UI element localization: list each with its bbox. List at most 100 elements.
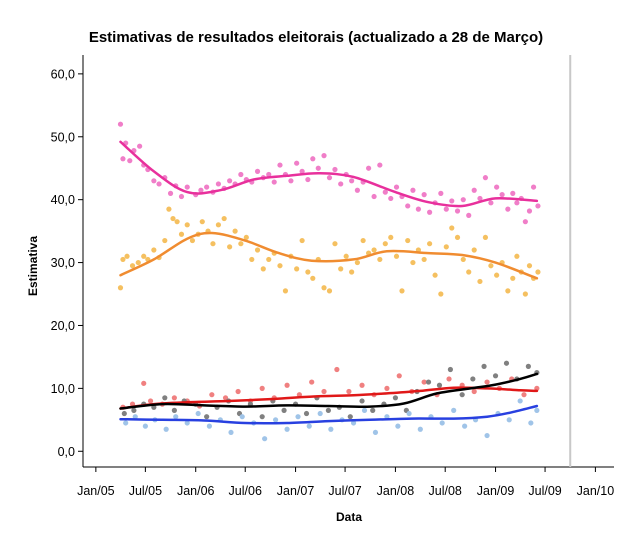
- data-point: [534, 407, 540, 413]
- data-point: [321, 153, 327, 159]
- x-tick-label: Jul/06: [229, 484, 262, 498]
- data-point: [288, 178, 294, 184]
- data-point: [454, 208, 461, 214]
- data-point: [526, 263, 533, 269]
- data-point: [388, 195, 394, 202]
- data-point: [121, 410, 127, 417]
- data-point: [366, 165, 372, 171]
- data-point: [446, 376, 452, 382]
- data-point: [163, 426, 169, 432]
- x-tick-label: Jan/05: [77, 484, 115, 498]
- x-tick-label: Jan/08: [377, 484, 415, 498]
- data-point: [410, 187, 416, 193]
- data-point: [484, 432, 490, 439]
- data-point: [371, 247, 377, 253]
- data-point: [460, 256, 466, 263]
- data-point: [321, 285, 327, 291]
- data-point: [243, 234, 249, 241]
- data-point: [392, 395, 399, 401]
- data-point: [266, 256, 272, 263]
- data-point: [338, 181, 344, 187]
- data-point: [371, 193, 377, 200]
- trend-line: [119, 140, 539, 208]
- data-point: [421, 192, 427, 198]
- data-point: [221, 215, 227, 222]
- data-point: [299, 168, 305, 174]
- data-point: [332, 166, 338, 173]
- data-point: [492, 373, 499, 379]
- data-point: [299, 237, 305, 244]
- data-point: [272, 417, 279, 423]
- data-point: [482, 234, 489, 241]
- data-point: [147, 398, 154, 404]
- data-point: [162, 237, 168, 244]
- data-point: [438, 291, 444, 297]
- data-point: [481, 363, 487, 369]
- data-point: [417, 426, 423, 432]
- data-point: [377, 162, 383, 168]
- data-point: [451, 407, 457, 413]
- data-point: [326, 288, 333, 294]
- data-point: [141, 380, 147, 386]
- data-point: [325, 407, 331, 413]
- data-point: [227, 244, 233, 250]
- trend-line: [119, 386, 539, 410]
- data-point: [334, 366, 340, 373]
- x-tick-label: Jul/08: [429, 484, 462, 498]
- data-point: [199, 219, 205, 225]
- x-tick-label: Jul/09: [528, 484, 561, 498]
- data-point: [530, 184, 537, 190]
- data-point: [427, 209, 433, 215]
- data-point: [427, 241, 433, 247]
- trend-line: [119, 372, 539, 410]
- y-tick-label: 0,0: [58, 445, 75, 459]
- data-point: [360, 237, 366, 244]
- data-point: [449, 225, 455, 231]
- data-point: [526, 208, 533, 214]
- data-point: [305, 176, 311, 183]
- data-point: [503, 360, 510, 366]
- data-point: [174, 219, 180, 225]
- data-point: [443, 244, 449, 250]
- data-point: [535, 203, 541, 209]
- data-point: [382, 241, 388, 247]
- data-point: [317, 410, 323, 417]
- data-point: [238, 171, 244, 178]
- data-point: [506, 417, 512, 423]
- data-point: [171, 407, 177, 413]
- data-point: [405, 237, 411, 244]
- data-point: [328, 426, 334, 432]
- data-point: [382, 189, 388, 195]
- data-point: [184, 222, 190, 228]
- data-point: [166, 206, 172, 212]
- data-point: [488, 263, 494, 269]
- data-point: [284, 382, 290, 388]
- data-point: [439, 420, 445, 426]
- data-point: [449, 198, 455, 204]
- data-point: [238, 241, 244, 247]
- data-point: [204, 184, 210, 190]
- data-point: [228, 429, 234, 436]
- data-point: [499, 192, 505, 198]
- data-point: [528, 420, 534, 426]
- data-point: [184, 184, 190, 190]
- data-point: [281, 407, 287, 413]
- data-point: [488, 200, 494, 206]
- data-point: [249, 256, 255, 263]
- data-point: [171, 395, 177, 401]
- data-point: [215, 222, 222, 228]
- data-point: [466, 212, 472, 218]
- data-point: [305, 269, 311, 275]
- x-ticks: Jan/05 Jul/05 Jan/06 Jul/06 Jan/07 Jul/07 Jan/…: [77, 467, 614, 498]
- data-point: [494, 184, 500, 190]
- data-point: [266, 171, 272, 178]
- data-point: [295, 414, 301, 420]
- data-point: [372, 429, 379, 436]
- data-point: [315, 165, 321, 171]
- data-point: [173, 414, 179, 420]
- data-point: [359, 398, 365, 404]
- data-point: [484, 379, 490, 385]
- data-point: [471, 247, 477, 253]
- y-axis-label: Estimativa: [26, 236, 40, 296]
- data-point: [271, 179, 277, 185]
